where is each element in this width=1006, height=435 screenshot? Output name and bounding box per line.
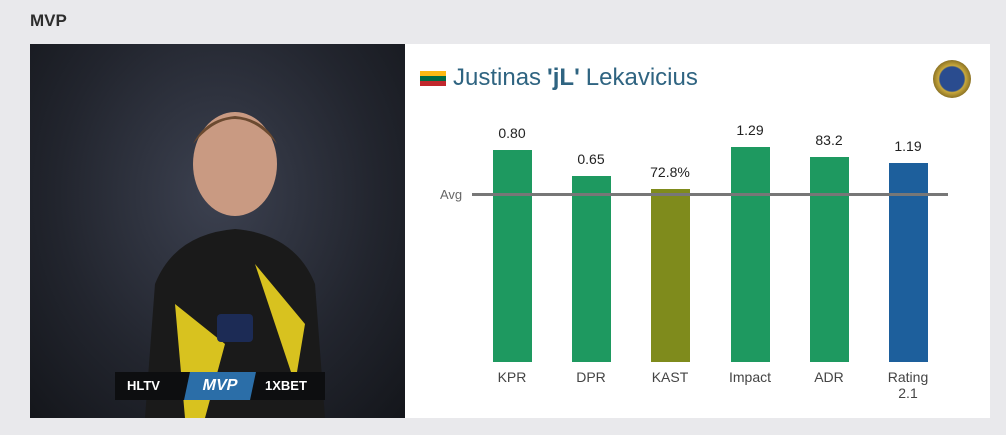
bar: [809, 157, 849, 362]
category-label: KAST: [651, 369, 689, 385]
category-label: KPR: [497, 369, 527, 385]
value-label: 0.80: [498, 125, 526, 141]
bar: [888, 163, 928, 362]
category-label: ADR: [814, 369, 844, 385]
nickname: 'jL': [547, 64, 580, 91]
badge-bar: HLTV MVP 1XBET: [115, 372, 325, 400]
bar: [650, 189, 690, 362]
category-label: DPR: [576, 369, 606, 385]
first-name: Justinas: [453, 64, 542, 91]
bar: [730, 147, 770, 362]
player-photo: HLTV MVP 1XBET: [30, 44, 405, 418]
section-title: MVP: [30, 11, 67, 30]
badge-sponsor: 1XBET: [265, 378, 307, 393]
bar: [571, 176, 611, 362]
player-silhouette: [145, 112, 325, 418]
bar: [492, 150, 532, 362]
value-label: 0.65: [577, 151, 605, 167]
value-label: 72.8%: [650, 164, 690, 180]
reference-label: Avg: [440, 187, 463, 202]
last-name: Lekavicius: [585, 64, 698, 91]
value-label: 1.19: [894, 138, 922, 154]
badge-hltv: HLTV: [127, 378, 160, 393]
player-name[interactable]: Justinas'jL' Lekavicius: [453, 64, 704, 92]
country-flag: [420, 71, 446, 86]
category-label: Rating 2.1: [887, 369, 929, 401]
badge-mvp: MVP: [184, 372, 256, 400]
reference-line: [472, 193, 948, 196]
event-emblem: [933, 60, 971, 98]
value-label: 83.2: [815, 132, 843, 148]
value-label: 1.29: [736, 122, 764, 138]
category-label: Impact: [728, 369, 771, 385]
